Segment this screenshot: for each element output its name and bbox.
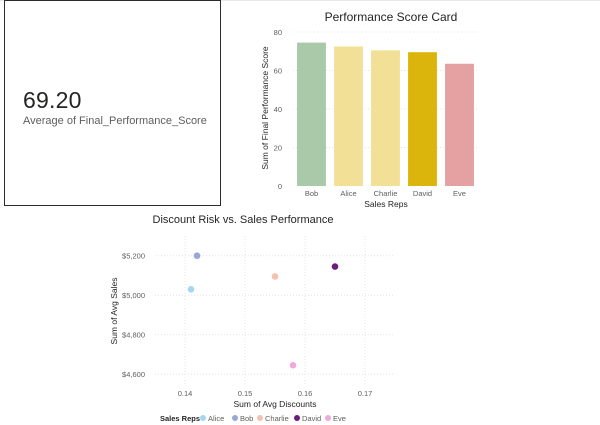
legend-label-bob[interactable]: Bob — [240, 414, 253, 423]
kpi-value: 69.20 — [23, 87, 82, 113]
bar-chart-y-axis-label: Sum of Final Performance Score — [260, 46, 270, 170]
bar-charlie[interactable] — [371, 50, 400, 186]
scatter-point-charlie[interactable] — [271, 273, 279, 280]
scatter-legend-title: Sales Reps — [160, 414, 200, 423]
bar-x-tick-label: Alice — [340, 189, 356, 198]
legend-label-david[interactable]: David — [302, 414, 321, 423]
scatter-point-david[interactable] — [331, 263, 339, 270]
top-divider — [0, 0, 600, 1]
legend-marker-alice — [200, 415, 206, 421]
kpi-label: Average of Final_Performance_Score — [23, 115, 207, 127]
legend-marker-bob — [232, 415, 238, 421]
scatter-point-bob[interactable] — [193, 252, 201, 260]
legend-marker-david — [294, 415, 300, 421]
scatter-x-tick-label: 0.17 — [358, 389, 373, 398]
scatter-y-tick-label: $4,800 — [122, 331, 145, 340]
performance-bar-chart[interactable]: Performance Score Card Sum of Final Perf… — [0, 0, 600, 212]
scatter-point-alice[interactable] — [187, 285, 195, 293]
bar-x-tick-label: Eve — [453, 189, 466, 198]
bar-x-tick-label: Bob — [305, 189, 318, 198]
bar-david[interactable] — [408, 52, 437, 187]
bar-x-tick-label: David — [413, 189, 432, 198]
scatter-x-tick-label: 0.16 — [298, 389, 313, 398]
bar-chart-title: Performance Score Card — [325, 10, 458, 24]
bar-y-tick-label: 60 — [274, 67, 282, 76]
bar-x-tick-label: Charlie — [374, 189, 398, 198]
kpi-card[interactable]: 69.20 Average of Final_Performance_Score — [4, 0, 221, 206]
scatter-y-tick-label: $5,200 — [122, 252, 145, 261]
legend-marker-charlie — [257, 415, 263, 421]
scatter-x-axis-label: Sum of Avg Discounts — [234, 399, 317, 409]
scatter-y-axis-label: Sum of Avg Sales — [109, 278, 119, 345]
scatter-x-tick-label: 0.15 — [238, 389, 253, 398]
scatter-x-tick-label: 0.14 — [178, 389, 193, 398]
legend-marker-eve — [325, 415, 331, 421]
bar-y-tick-label: 80 — [274, 28, 282, 37]
legend-label-eve[interactable]: Eve — [333, 414, 346, 423]
scatter-y-tick-label: $5,000 — [122, 291, 145, 300]
scatter-chart-title: Discount Risk vs. Sales Performance — [153, 214, 334, 226]
scatter-y-tick-label: $4,600 — [122, 370, 145, 379]
bar-eve[interactable] — [445, 63, 474, 187]
bar-chart-x-axis-label: Sales Reps — [364, 199, 407, 209]
bar-y-tick-label: 40 — [274, 105, 282, 114]
bar-y-tick-label: 0 — [278, 182, 282, 191]
bar-y-tick-label: 20 — [274, 144, 282, 153]
legend-label-alice[interactable]: Alice — [208, 414, 224, 423]
bar-alice[interactable] — [334, 46, 363, 186]
legend-label-charlie[interactable]: Charlie — [265, 414, 289, 423]
bar-bob[interactable] — [297, 42, 326, 187]
scatter-legend: Alice Bob Charlie David Eve — [200, 414, 346, 423]
scatter-point-eve[interactable] — [289, 361, 297, 369]
